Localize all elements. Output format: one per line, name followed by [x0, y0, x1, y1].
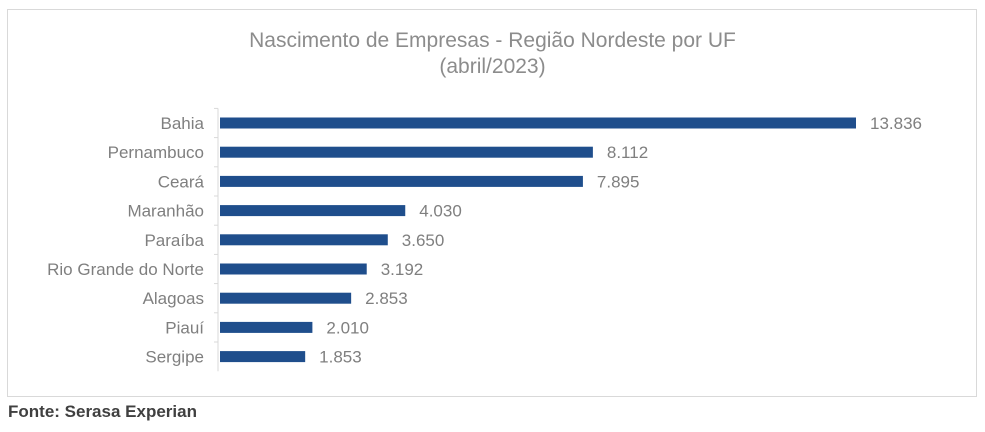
data-label: 7.895	[597, 172, 640, 191]
bar	[220, 146, 593, 158]
chart-title: Nascimento de Empresas - Região Nordeste…	[249, 29, 736, 52]
bars-group: Bahia 13.836 Pernambuco 8.112 Ceará 7.895 Mara…	[47, 107, 922, 372]
category-label: Ceará	[158, 172, 205, 191]
bar	[220, 351, 306, 363]
category-label: Rio Grande do Norte	[47, 260, 204, 279]
bar	[220, 205, 406, 217]
data-label: 2.010	[326, 318, 369, 337]
bar	[220, 263, 367, 275]
bar	[220, 175, 583, 187]
category-label: Piauí	[165, 318, 204, 337]
chart-subtitle: (abril/2023)	[439, 55, 546, 78]
bar	[220, 117, 856, 129]
source-note: Fonte: Serasa Experian	[8, 402, 197, 421]
category-label: Pernambuco	[108, 143, 204, 162]
category-label: Maranhão	[127, 202, 204, 221]
data-label: 4.030	[419, 202, 462, 221]
category-label: Sergipe	[145, 348, 204, 367]
bar	[220, 321, 313, 333]
category-label: Bahia	[161, 114, 205, 133]
bar	[220, 234, 388, 246]
data-label: 3.192	[381, 260, 424, 279]
chart-frame	[7, 9, 977, 397]
category-label: Alagoas	[143, 289, 204, 308]
bar	[220, 292, 352, 304]
data-label: 1.853	[319, 348, 362, 367]
data-label: 3.650	[402, 231, 445, 250]
data-label: 2.853	[365, 289, 408, 308]
data-label: 13.836	[870, 114, 922, 133]
category-label: Paraíba	[144, 231, 204, 250]
data-label: 8.112	[607, 143, 648, 162]
